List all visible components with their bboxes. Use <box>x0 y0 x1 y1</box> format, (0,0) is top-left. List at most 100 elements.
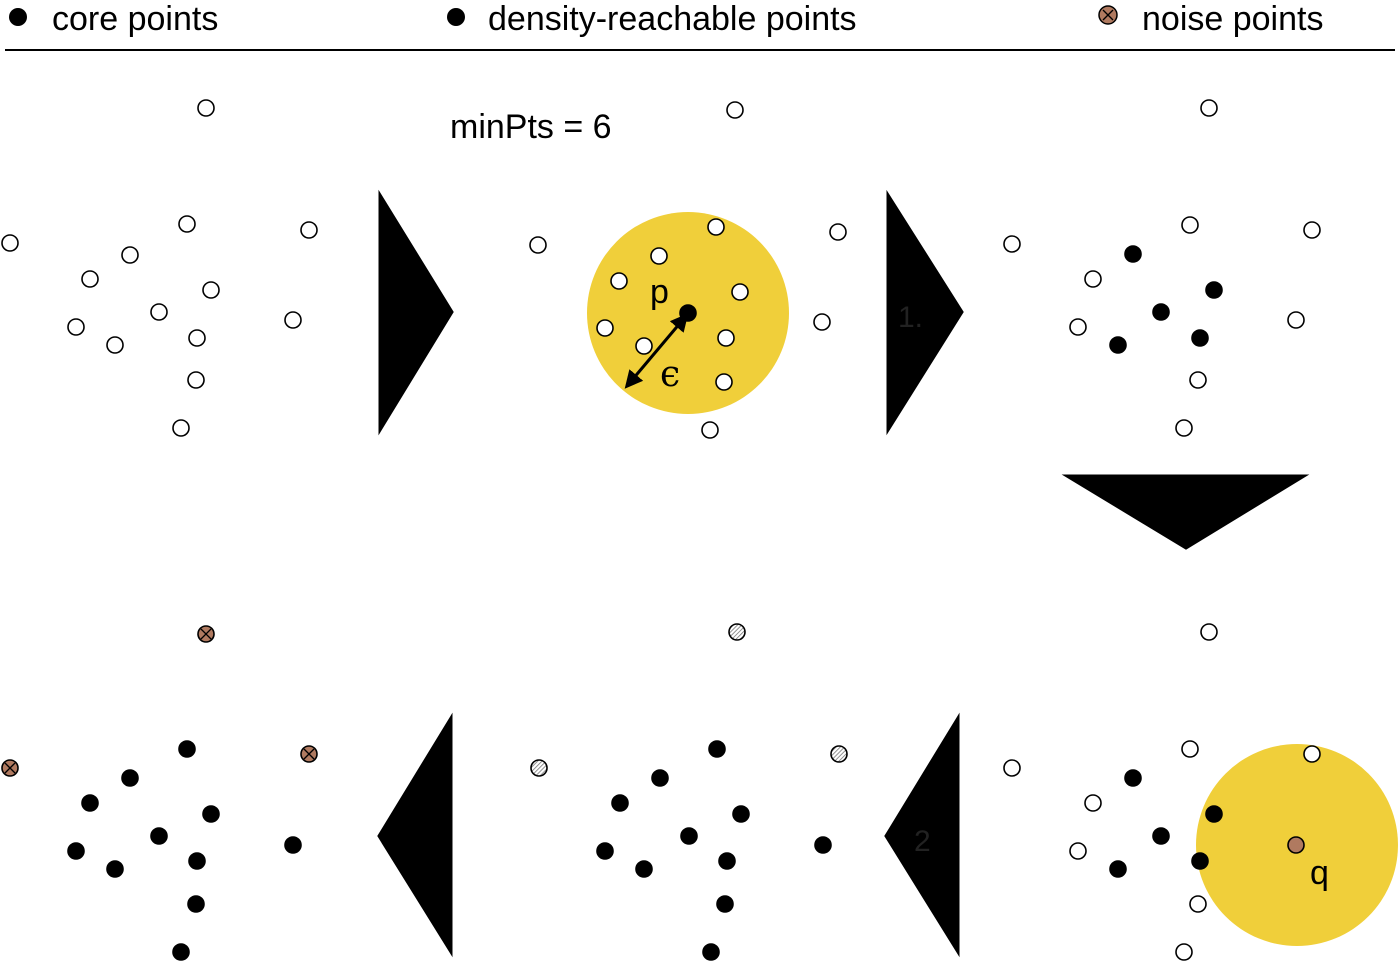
step1-label: 1. <box>898 301 923 334</box>
legend-core-marker <box>9 8 27 26</box>
noise-point <box>197 625 215 643</box>
data-point <box>717 329 735 347</box>
arrow-left-2 <box>377 712 453 958</box>
data-point <box>1069 842 1087 860</box>
data-point <box>1003 759 1021 777</box>
cluster-point <box>716 895 734 913</box>
panel-reachable-points <box>530 623 848 961</box>
data-point <box>1287 311 1305 329</box>
data-point <box>726 101 744 119</box>
minpts-label: minPts = 6 <box>450 108 612 146</box>
data-point <box>284 311 302 329</box>
data-point <box>529 236 547 254</box>
data-point <box>1175 943 1193 961</box>
core-point <box>1205 805 1223 823</box>
data-point <box>121 246 139 264</box>
panel-border-check <box>1003 623 1321 961</box>
data-point <box>707 218 725 236</box>
panel-initial-points <box>1 99 318 437</box>
core-point <box>1109 336 1127 354</box>
data-point <box>1175 419 1193 437</box>
data-point <box>188 329 206 347</box>
cluster-point <box>702 943 720 961</box>
point-p-label: p <box>650 273 669 311</box>
data-point <box>650 247 668 265</box>
legend-noise-marker <box>1098 5 1118 25</box>
data-point <box>813 313 831 331</box>
core-point <box>1124 245 1142 263</box>
cluster-point <box>106 860 124 878</box>
data-point <box>610 272 628 290</box>
cluster-point <box>67 842 85 860</box>
data-point <box>1084 270 1102 288</box>
data-point <box>150 303 168 321</box>
panel-core-points-found <box>1003 99 1321 437</box>
candidate-noise-point <box>830 745 848 763</box>
core-point <box>1191 852 1209 870</box>
data-point <box>67 318 85 336</box>
cluster-point <box>814 836 832 854</box>
legend-reachable-label: density-reachable points <box>488 0 857 38</box>
data-point <box>829 223 847 241</box>
data-point <box>300 221 318 239</box>
cluster-point <box>611 794 629 812</box>
candidate-noise-point <box>530 759 548 777</box>
data-point <box>596 319 614 337</box>
data-point <box>202 281 220 299</box>
data-point <box>715 373 733 391</box>
data-point <box>187 371 205 389</box>
data-point <box>1084 794 1102 812</box>
data-point <box>197 99 215 117</box>
arrow-right-step1: 1. <box>886 189 964 436</box>
arrow-down <box>1061 474 1310 550</box>
arrow-left-step2: 2 <box>884 712 960 958</box>
legend-noise-label: noise points <box>1142 0 1323 38</box>
data-point <box>635 337 653 355</box>
cluster-point <box>172 943 190 961</box>
cluster-point <box>188 852 206 870</box>
cluster-point <box>680 827 698 845</box>
cluster-point <box>202 805 220 823</box>
cluster-point <box>635 860 653 878</box>
cluster-point <box>651 769 669 787</box>
data-point <box>1 234 19 252</box>
data-point <box>1181 740 1199 758</box>
data-point <box>1189 371 1207 389</box>
core-point <box>1152 303 1170 321</box>
core-point <box>1124 769 1142 787</box>
data-point <box>1069 318 1087 336</box>
data-point <box>1303 745 1321 763</box>
point-q-label: q <box>1310 854 1329 892</box>
arrow-right-1 <box>378 189 454 436</box>
panel-final-clusters <box>1 625 318 961</box>
data-point <box>178 215 196 233</box>
cluster-point <box>284 836 302 854</box>
cluster-point <box>187 895 205 913</box>
data-point <box>701 421 719 439</box>
cluster-point <box>178 740 196 758</box>
legend: core points density-reachable points noi… <box>5 0 1395 51</box>
cluster-point <box>150 827 168 845</box>
data-point <box>106 336 124 354</box>
step2-label: 2 <box>914 825 931 858</box>
cluster-point <box>81 794 99 812</box>
data-point <box>1200 623 1218 641</box>
core-point <box>1152 827 1170 845</box>
data-point <box>1189 895 1207 913</box>
cluster-point <box>708 740 726 758</box>
cluster-point <box>121 769 139 787</box>
noise-point <box>300 745 318 763</box>
cluster-point <box>732 805 750 823</box>
data-point <box>172 419 190 437</box>
data-point <box>81 270 99 288</box>
epsilon-radius-arrow <box>624 313 689 389</box>
data-point <box>1303 221 1321 239</box>
core-point <box>1109 860 1127 878</box>
core-point <box>1205 281 1223 299</box>
legend-core-label: core points <box>52 0 218 38</box>
cluster-point <box>718 852 736 870</box>
panel-core-check <box>529 101 847 439</box>
candidate-noise-point <box>728 623 746 641</box>
data-point <box>1200 99 1218 117</box>
core-point <box>1191 329 1209 347</box>
